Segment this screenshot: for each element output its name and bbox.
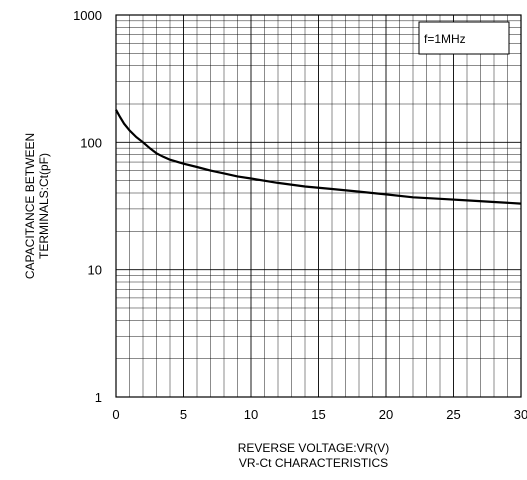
y-tick-label: 1 xyxy=(95,390,102,405)
x-tick-label: 25 xyxy=(446,407,460,422)
chart-title: VR-Ct CHARACTERISTICS xyxy=(239,456,388,470)
x-tick-label: 30 xyxy=(514,407,527,422)
y-tick-label: 1000 xyxy=(73,8,102,23)
x-tick-label: 0 xyxy=(112,407,119,422)
tick-labels: 0 5 10 15 20 25 30 1 10 100 1000 xyxy=(73,8,527,422)
y-axis-label-line2: TERMINALS:Ct(pF) xyxy=(37,153,51,259)
grid xyxy=(115,15,522,398)
y-tick-label: 100 xyxy=(80,135,102,150)
x-axis-label: REVERSE VOLTAGE:VR(V) xyxy=(238,441,390,455)
data-line xyxy=(115,109,522,205)
frequency-annotation: f=1MHz xyxy=(424,32,466,46)
y-axis-label-line1: CAPACITANCE BETWEEN xyxy=(23,133,37,279)
frequency-annotation-box xyxy=(418,21,510,55)
x-tick-label: 5 xyxy=(180,407,187,422)
x-tick-label: 10 xyxy=(244,407,258,422)
y-tick-label: 10 xyxy=(88,263,102,278)
x-tick-label: 20 xyxy=(379,407,393,422)
plot-frame xyxy=(115,14,522,398)
x-tick-label: 15 xyxy=(311,407,325,422)
